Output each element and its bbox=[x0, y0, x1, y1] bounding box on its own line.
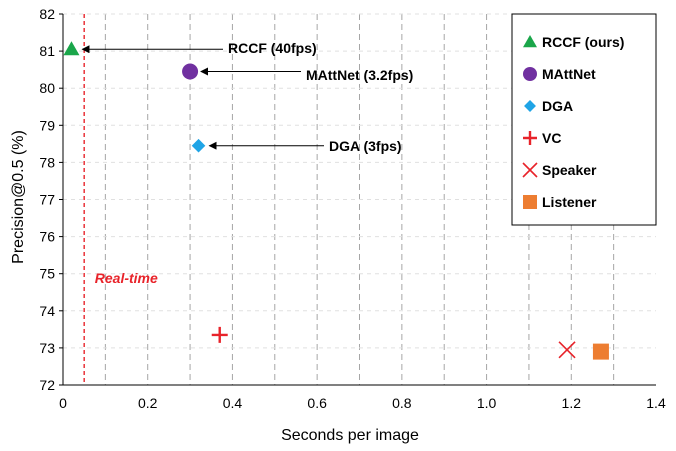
y-tick-label: 75 bbox=[39, 266, 55, 282]
point-speaker bbox=[558, 341, 576, 359]
point-vc bbox=[211, 326, 228, 343]
annotations: RCCF (40fps) MAttNet (3.2fps) DGA (3fps) bbox=[81, 40, 413, 154]
y-tick-label: 77 bbox=[39, 192, 55, 208]
point-dga bbox=[191, 138, 206, 153]
x-tick-label: 0.4 bbox=[223, 395, 243, 411]
y-tick-label: 73 bbox=[39, 340, 55, 356]
y-tick-label: 78 bbox=[39, 154, 55, 170]
x-tick-label: 0.2 bbox=[138, 395, 158, 411]
legend-label: DGA bbox=[542, 98, 573, 114]
annotation-label: RCCF (40fps) bbox=[228, 40, 317, 56]
legend-label: Speaker bbox=[542, 162, 597, 178]
legend-marker bbox=[523, 35, 537, 48]
x-tick-label: 1.2 bbox=[562, 395, 582, 411]
y-tick-label: 72 bbox=[39, 377, 55, 393]
x-tick-label: 0 bbox=[59, 395, 67, 411]
real-time-label: Real-time bbox=[95, 270, 158, 286]
point-listener bbox=[592, 343, 609, 360]
y-tick-label: 74 bbox=[39, 303, 55, 319]
y-tick-label: 80 bbox=[39, 80, 55, 96]
x-axis-title: Seconds per image bbox=[281, 427, 419, 444]
x-tick-label: 1.4 bbox=[646, 395, 666, 411]
y-tick-label: 82 bbox=[39, 6, 55, 22]
grid bbox=[63, 13, 656, 385]
legend-marker bbox=[523, 195, 537, 209]
real-time-line: Real-time bbox=[83, 14, 158, 385]
legend-marker bbox=[522, 162, 538, 178]
y-axis-title: Precision@0.5 (%) bbox=[10, 130, 27, 264]
y-tick-label: 76 bbox=[39, 229, 55, 245]
y-tick-label: 81 bbox=[39, 43, 55, 59]
legend-marker bbox=[524, 100, 536, 112]
legend-label: VC bbox=[542, 130, 561, 146]
legend: RCCF (ours) MAttNet DGA VC Speaker Listener bbox=[511, 13, 657, 226]
x-tick-label: 0.6 bbox=[307, 395, 327, 411]
y-tick-label: 79 bbox=[39, 117, 55, 133]
point-mattnet bbox=[182, 63, 199, 80]
annotation-label: MAttNet (3.2fps) bbox=[306, 67, 413, 83]
point-rccf-ours bbox=[63, 41, 80, 56]
legend-label: RCCF (ours) bbox=[542, 34, 624, 50]
legend-marker bbox=[523, 131, 537, 145]
x-tick-label: 1.0 bbox=[477, 395, 497, 411]
data-points bbox=[63, 41, 609, 360]
legend-label: Listener bbox=[542, 194, 597, 210]
x-axis-ticks: 0 0.2 0.4 0.6 0.8 1.0 1.2 1.4 bbox=[59, 395, 666, 411]
annotation-label: DGA (3fps) bbox=[329, 138, 402, 154]
legend-marker bbox=[523, 67, 537, 81]
legend-label: MAttNet bbox=[542, 66, 596, 82]
y-axis-ticks: 72 73 74 75 76 77 78 79 80 81 82 bbox=[39, 6, 63, 393]
legend-box bbox=[511, 13, 657, 226]
x-tick-label: 0.8 bbox=[392, 395, 412, 411]
